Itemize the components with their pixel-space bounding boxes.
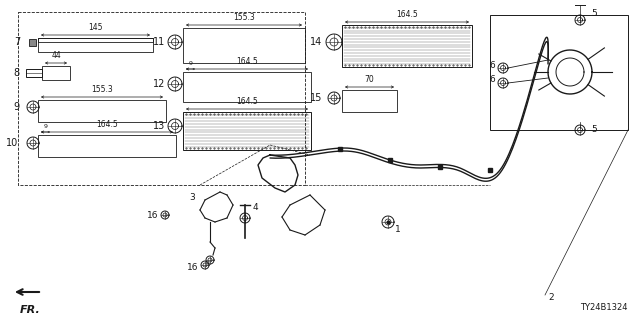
Bar [38,135,176,157]
Text: 8: 8 [14,68,20,78]
Bar [183,112,311,150]
Bar [38,100,166,122]
Text: 5: 5 [591,10,596,19]
Text: 164.5: 164.5 [96,120,118,129]
Text: 15: 15 [310,93,322,103]
Text: 70: 70 [365,75,374,84]
Text: 3: 3 [189,194,195,203]
Text: 9: 9 [14,102,20,112]
Text: 16: 16 [186,263,198,273]
Bar [490,15,628,130]
Text: 164.5: 164.5 [396,10,418,19]
Text: 164.5: 164.5 [236,97,258,106]
Text: 13: 13 [153,121,165,131]
Text: 5: 5 [591,125,596,134]
Text: 16: 16 [147,211,158,220]
Text: 12: 12 [152,79,165,89]
Text: 6: 6 [489,76,495,84]
Text: TY24B1324: TY24B1324 [580,303,628,312]
Text: 6: 6 [489,60,495,69]
Text: 11: 11 [153,37,165,47]
Text: 14: 14 [310,37,322,47]
Bar [342,25,472,67]
Bar [342,90,397,112]
Bar [26,69,42,77]
Text: 2: 2 [548,293,554,302]
Bar [183,72,311,102]
Bar [183,28,305,63]
Bar [29,39,36,46]
Text: 155.3: 155.3 [233,13,255,22]
Bar [38,38,153,42]
Text: 1: 1 [395,226,401,235]
Text: 4: 4 [253,203,259,212]
Text: 10: 10 [6,138,18,148]
Bar [42,66,70,80]
Text: 164.5: 164.5 [236,57,258,66]
Text: FR.: FR. [20,305,40,315]
Text: 9: 9 [189,61,193,66]
Text: 145: 145 [88,23,103,32]
Text: 9: 9 [44,124,47,129]
Bar [18,12,305,185]
Text: 44: 44 [51,51,61,60]
Bar [38,38,153,52]
Text: 155.3: 155.3 [91,85,113,94]
Text: 7: 7 [13,37,20,47]
